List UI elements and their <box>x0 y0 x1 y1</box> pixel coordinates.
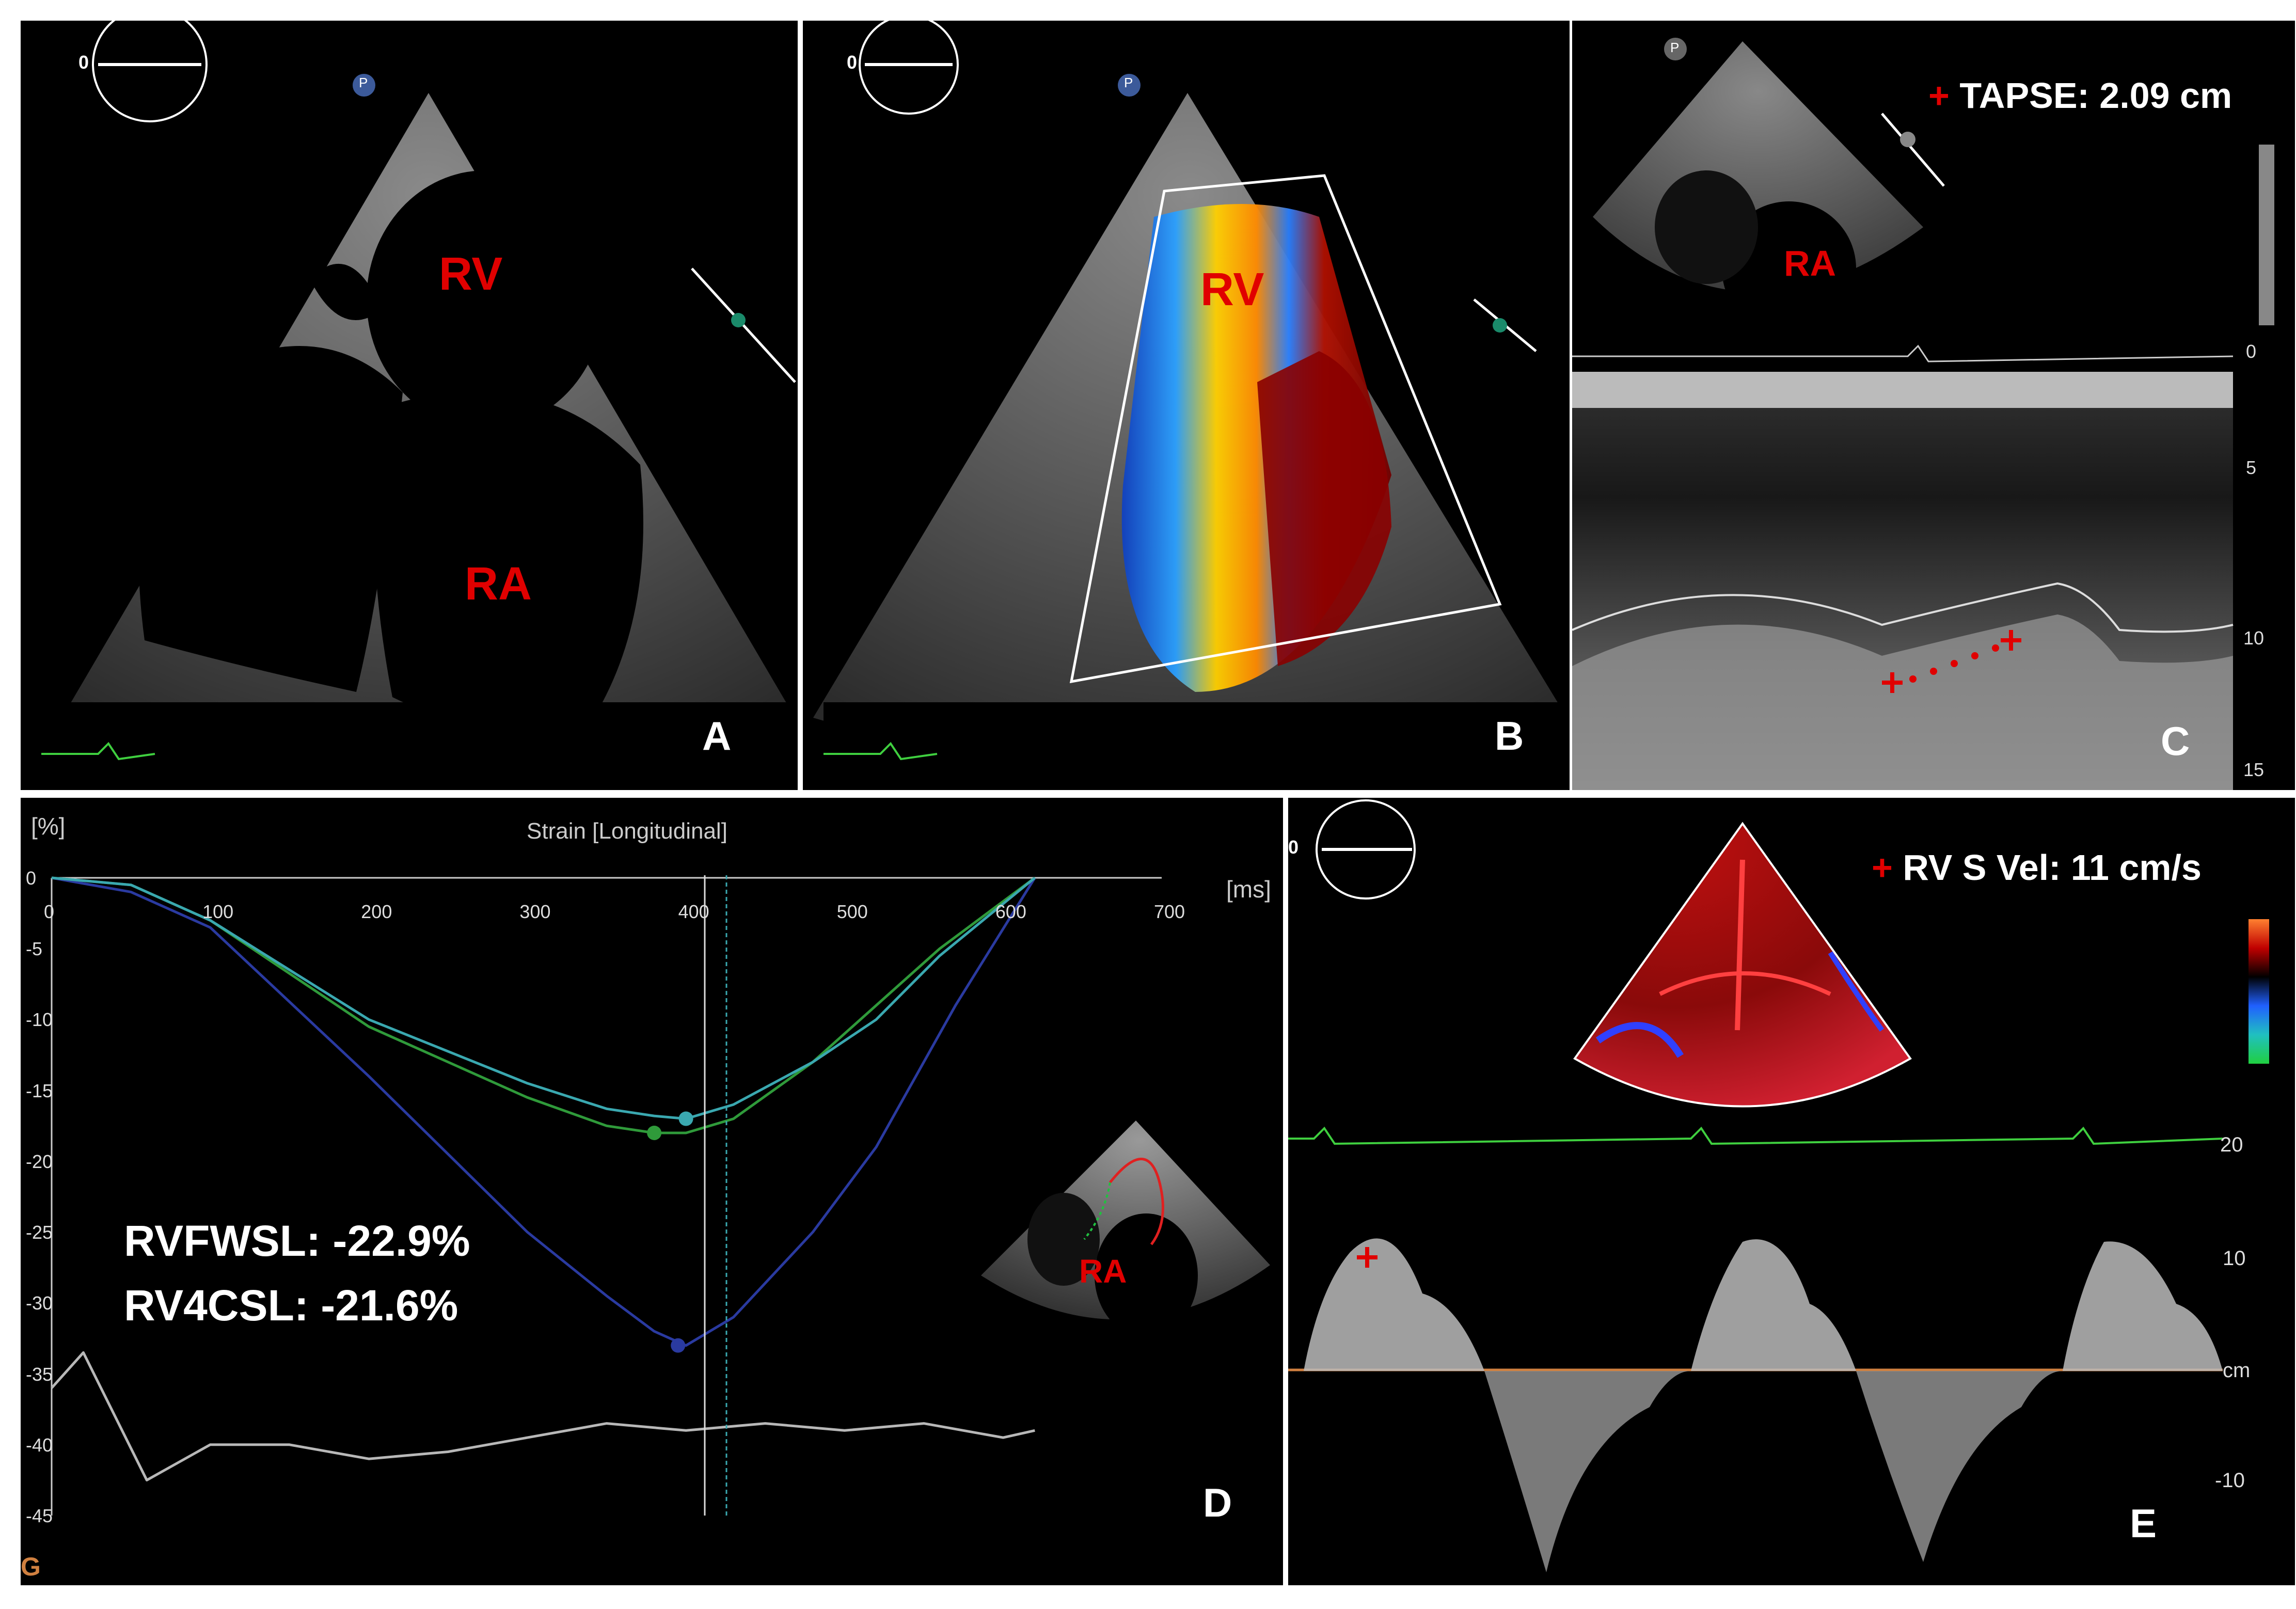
x-tick-label: 200 <box>361 901 392 922</box>
strain-series-line-3 <box>51 1351 1035 1481</box>
panel-letter-a: A <box>702 713 732 759</box>
y-tick-label: -45 <box>26 1505 53 1526</box>
panel-a: RV RA 0 P A <box>21 21 798 790</box>
strain-series-line-2 <box>51 876 1036 1121</box>
corner-mark: G <box>21 1552 41 1581</box>
velocity-tick-10: 10 <box>2223 1247 2246 1270</box>
strain-title: Strain [Longitudinal] <box>527 818 727 844</box>
panel-c: RA P + TAPSE: 2.09 cm 0 5 10 15 C <box>1572 21 2295 790</box>
x-tick-label: 300 <box>519 901 551 922</box>
probe-orientation-icon <box>1316 799 1416 900</box>
y-tick-label: -25 <box>26 1222 53 1243</box>
depth-tick-5: 5 <box>2246 457 2257 478</box>
strain-peak-marker-0 <box>647 1126 662 1140</box>
marker-p-label: P <box>1670 40 1680 55</box>
marker-p-label: P <box>359 75 368 90</box>
x-tick-label: 600 <box>995 901 1026 922</box>
rvfwsl-value: RVFWSL: -22.9% <box>124 1217 470 1265</box>
y-tick-label: -10 <box>26 1009 53 1031</box>
y-tick-label: -20 <box>26 1150 53 1172</box>
color-doppler-image <box>813 21 1570 790</box>
strain-tracking-thumbnail <box>981 1121 1270 1337</box>
y-tick-label: -40 <box>26 1434 53 1456</box>
plus-marker-icon: + <box>1872 847 1893 888</box>
panel-d: 0 100 200 300 400 500 600 700 0 -5 -10 -15 -20 -25 -30… <box>21 798 1283 1585</box>
panel-e: + RV S Vel: 11 cm/s 0 20 10 cm -10 E <box>1288 798 2295 1585</box>
rv-s-vel-value: RV S Vel: 11 cm/s <box>1903 847 2202 888</box>
x-tick-label: 400 <box>678 901 709 922</box>
depth-tick-10: 10 <box>2243 627 2265 649</box>
ra-label: RA <box>1079 1253 1127 1290</box>
rv4csl-value: RV4CSL: -21.6% <box>124 1281 458 1330</box>
panel-b: RV 0 P B <box>803 21 1570 790</box>
y-tick-label: -15 <box>26 1080 53 1101</box>
tissue-doppler-image <box>1288 799 2269 1572</box>
rv-s-vel-measurement: + RV S Vel: 11 cm/s <box>1872 847 2202 888</box>
depth-tick-15: 15 <box>2243 759 2265 780</box>
x-tick-label: 100 <box>202 901 234 922</box>
probe-orientation-icon <box>92 21 208 122</box>
x-tick-label: 700 <box>1154 901 1185 922</box>
panel-letter-b: B <box>1495 713 1524 759</box>
panel-letter-e: E <box>2130 1501 2157 1546</box>
depth-tick-0: 0 <box>2246 341 2257 362</box>
plus-marker-icon: + <box>1928 75 1950 116</box>
y-tick-label: -30 <box>26 1292 53 1314</box>
y-tick-label: -5 <box>26 938 43 960</box>
marker-p-label: P <box>1124 75 1133 90</box>
echo-4chamber-image <box>41 21 796 790</box>
velocity-tick-cm: cm <box>2223 1359 2251 1382</box>
probe-angle-label: 0 <box>78 52 89 73</box>
probe-angle-label: 0 <box>1288 837 1299 858</box>
ra-label: RA <box>465 558 532 610</box>
strain-series-line-0 <box>51 876 1036 1347</box>
x-tick-label: 500 <box>836 901 868 922</box>
probe-orientation-icon <box>859 21 959 115</box>
m-mode-image <box>1572 38 2274 790</box>
probe-angle-label: 0 <box>847 52 858 73</box>
velocity-tick-minus10: -10 <box>2215 1469 2245 1492</box>
strain-peak-marker-2 <box>671 1338 686 1353</box>
ra-label: RA <box>1784 243 1836 283</box>
tapse-value: TAPSE: 2.09 cm <box>1959 75 2232 116</box>
strain-chart <box>51 875 1162 1516</box>
panel-letter-c: C <box>2161 718 2190 764</box>
strain-peak-marker-1 <box>678 1111 693 1126</box>
y-unit-label: [%] <box>31 813 66 840</box>
rv-label: RV <box>439 248 503 300</box>
y-tick-label: 0 <box>26 867 37 889</box>
y-tick-label: -35 <box>26 1363 53 1385</box>
x-unit-label: [ms] <box>1226 876 1271 903</box>
rv-label: RV <box>1200 264 1264 316</box>
tapse-measurement: + TAPSE: 2.09 cm <box>1928 75 2232 116</box>
velocity-tick-20: 20 <box>2220 1133 2243 1156</box>
x-tick-label: 0 <box>44 901 55 922</box>
panel-letter-d: D <box>1203 1480 1232 1525</box>
